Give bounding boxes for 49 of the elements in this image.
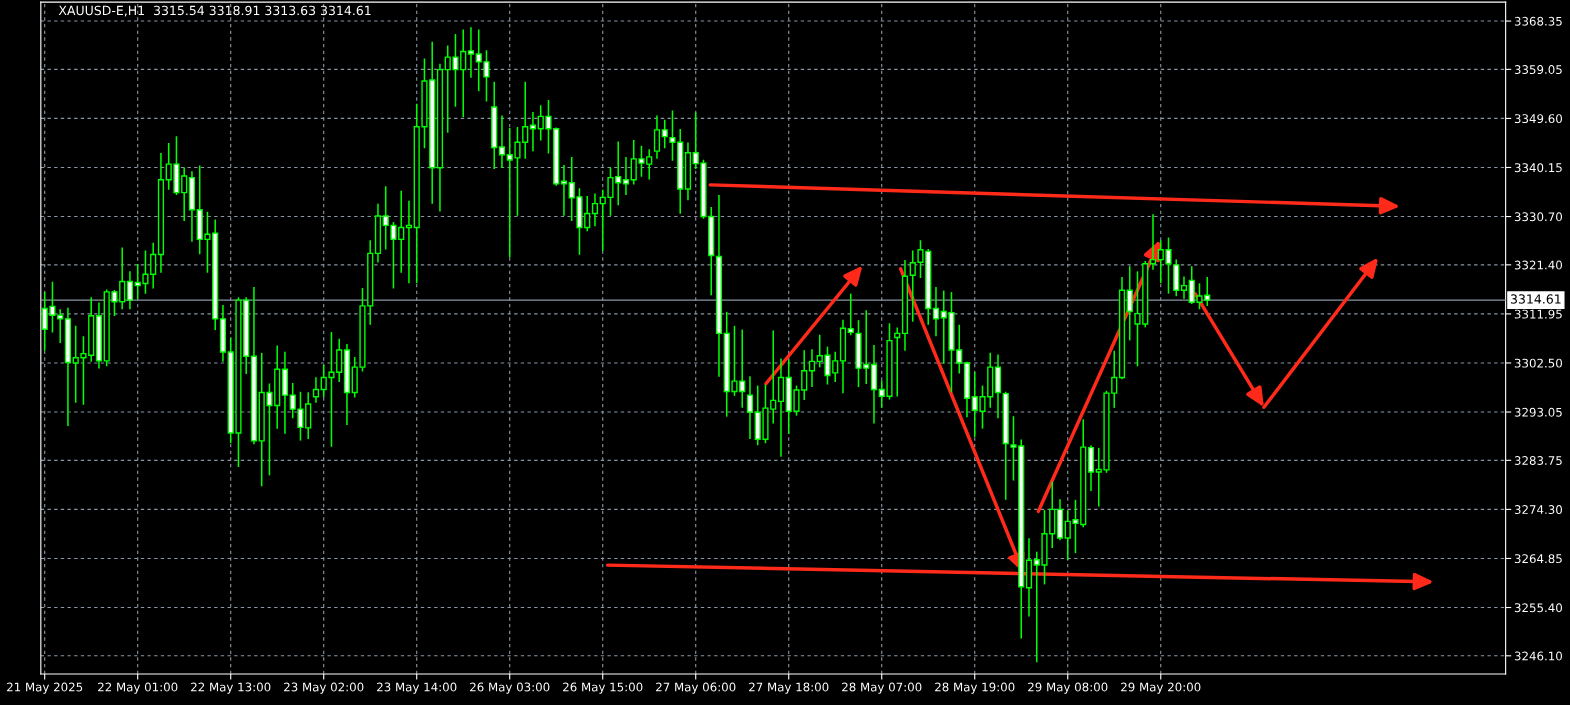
- candlestick: [498, 115, 506, 168]
- y-tick-label: 3283.75: [1514, 456, 1562, 465]
- candlestick: [847, 293, 854, 336]
- y-tick-label: 3274.30: [1514, 505, 1562, 515]
- x-tick-label: 21 May 2025: [7, 682, 83, 694]
- candlestick: [1149, 214, 1157, 270]
- y-tick-label: 3359.05: [1514, 65, 1562, 75]
- y-tick-label: 3246.10: [1514, 651, 1562, 661]
- candlestick: [746, 376, 754, 440]
- x-tick-label: 22 May 13:00: [191, 682, 271, 694]
- y-tick-label: 3293.05: [1514, 407, 1562, 417]
- candlestick: [622, 157, 630, 195]
- y-tick-label: 3330.70: [1514, 212, 1562, 222]
- y-tick-label: 3311.95: [1514, 309, 1562, 319]
- candlestick: [653, 115, 661, 159]
- x-tick-label: 29 May 20:00: [1121, 682, 1201, 694]
- candlestick: [560, 164, 568, 216]
- candlestick: [312, 377, 320, 403]
- chart-title: XAUUSD-E,H1 3315.54 3318.91 3313.63 3314.61: [58, 5, 371, 17]
- x-tick-label: 26 May 03:00: [470, 682, 550, 694]
- ref-line-label: 3314.61: [1510, 294, 1561, 304]
- candlestick: [1180, 276, 1188, 299]
- x-tick-label: 28 May 07:00: [842, 682, 922, 694]
- x-tick-label: 27 May 18:00: [749, 682, 829, 694]
- candlestick: [661, 119, 668, 149]
- candlestick: [808, 349, 816, 388]
- candlestick: [777, 358, 785, 457]
- y-tick-label: 3368.35: [1514, 16, 1562, 26]
- candlestick: [467, 27, 475, 78]
- x-tick-label: 23 May 02:00: [284, 682, 364, 694]
- y-tick-label: 3255.40: [1514, 603, 1562, 613]
- x-tick-label: 26 May 15:00: [563, 682, 643, 694]
- candlestick: [529, 111, 537, 152]
- x-tick-label: 22 May 01:00: [98, 682, 178, 694]
- candlestick: [591, 193, 599, 227]
- y-tick-label: 3264.85: [1514, 554, 1562, 564]
- y-tick-label: 3349.60: [1514, 114, 1562, 124]
- y-tick-label: 3321.40: [1514, 260, 1562, 270]
- candlestick: [126, 271, 134, 310]
- candlestick: [1126, 266, 1133, 341]
- x-tick-label: 27 May 06:00: [656, 682, 736, 694]
- x-tick-label: 28 May 19:00: [935, 682, 1015, 694]
- candlestick: [894, 327, 901, 397]
- candlestick: [932, 286, 940, 337]
- x-tick-label: 23 May 14:00: [377, 682, 457, 694]
- y-tick-label: 3340.15: [1514, 163, 1562, 173]
- x-tick-label: 29 May 08:00: [1028, 682, 1108, 694]
- candlestick: [405, 200, 413, 284]
- y-tick-label: 3302.50: [1514, 358, 1562, 368]
